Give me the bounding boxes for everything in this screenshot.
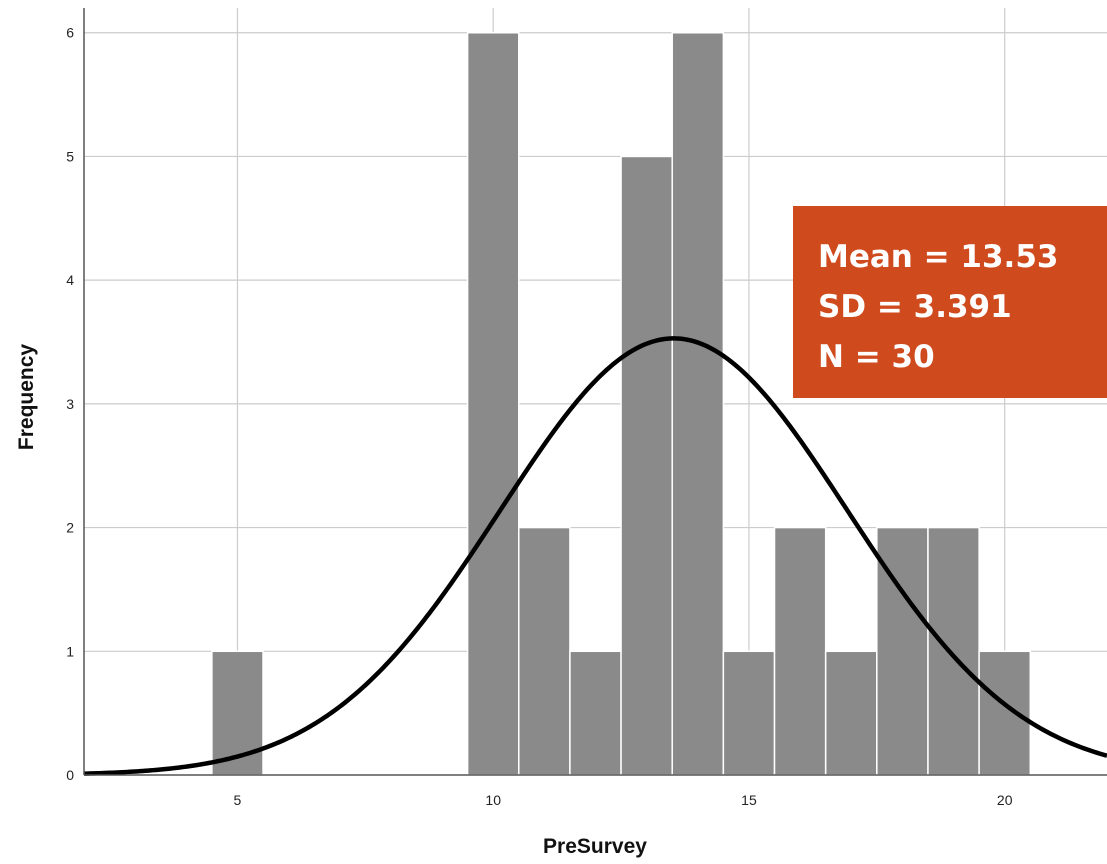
- x-tick-label-5: 5: [234, 792, 242, 808]
- bar-13: [620, 155, 673, 776]
- bar-16: [773, 526, 827, 776]
- y-tick-label-3: 3: [66, 396, 74, 412]
- bar-20: [978, 650, 1032, 776]
- bar-15: [722, 650, 776, 776]
- bar-17: [824, 650, 878, 776]
- y-tick-label-0: 0: [66, 767, 74, 783]
- y-axis-title: Frequency: [15, 344, 38, 451]
- bar-12: [569, 650, 622, 776]
- x-tick-label-10: 10: [485, 792, 501, 808]
- normal-curve: [83, 336, 1107, 776]
- axes: [83, 8, 1107, 776]
- x-tick-labels: 5 10 15 20: [234, 792, 1013, 808]
- y-tick-label-1: 1: [66, 643, 74, 659]
- y-tick-label-4: 4: [66, 272, 74, 288]
- y-tick-labels: 0 1 2 3 4 5 6: [66, 25, 74, 783]
- mean-label: Mean = 13.53: [818, 239, 1059, 275]
- y-tick-label-2: 2: [66, 520, 74, 536]
- n-label: N = 30: [818, 339, 935, 375]
- grid-lines: [84, 8, 1107, 775]
- x-tick-label-15: 15: [741, 792, 757, 808]
- sd-label: SD = 3.391: [818, 289, 1012, 325]
- bar-10: [466, 31, 520, 776]
- x-axis-title: PreSurvey: [543, 835, 647, 858]
- y-tick-label-5: 5: [66, 148, 74, 164]
- x-tick-label-20: 20: [997, 792, 1013, 808]
- bar-11: [518, 526, 571, 776]
- bar-14: [671, 31, 725, 776]
- y-tick-label-6: 6: [66, 25, 74, 41]
- statistics-box: Mean = 13.53 SD = 3.391 N = 30: [793, 206, 1107, 398]
- bar-19: [927, 526, 980, 776]
